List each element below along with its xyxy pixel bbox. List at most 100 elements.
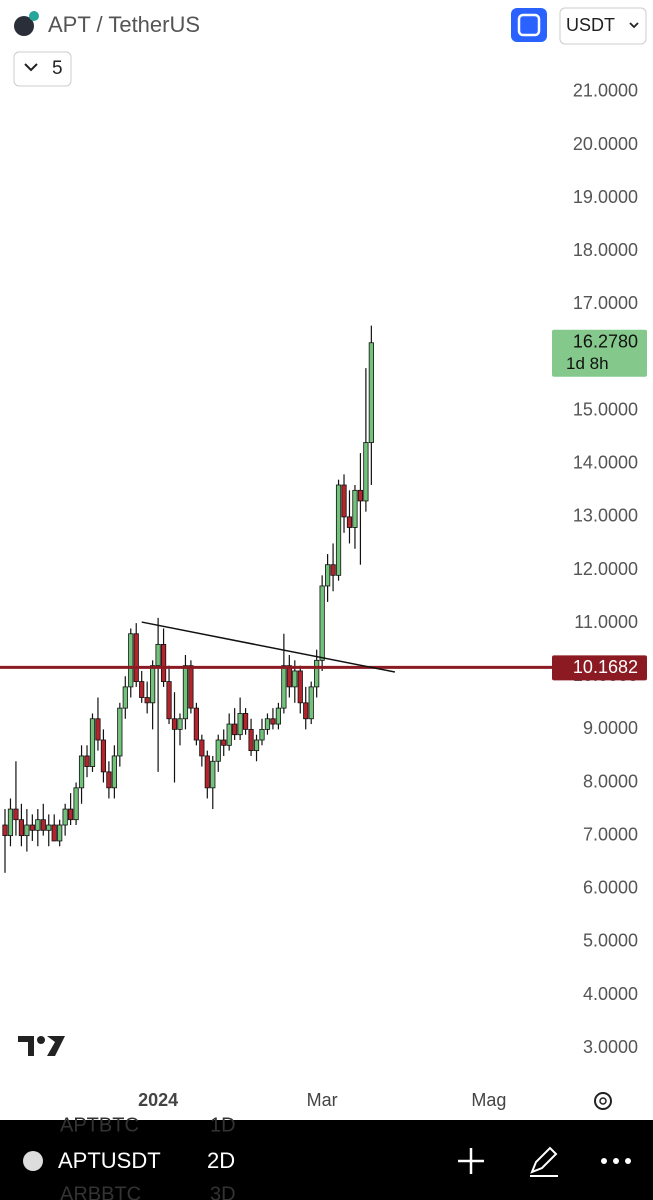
candle-body [357,489,364,502]
bottom-bar [0,1120,653,1200]
candle-body [100,739,107,773]
candle-body [253,739,260,752]
chevron [24,63,38,72]
candle-body [106,771,112,789]
bottom-logo [23,1151,43,1171]
x-tick-label: Mar [307,1090,338,1110]
y-tick-label: 11.0000 [574,612,638,632]
fullscreen-button[interactable] [511,8,547,42]
candle-body [264,718,271,730]
candle-body [275,707,281,725]
candle-body [259,728,265,741]
candle-body [346,516,353,528]
candle-body [368,342,374,443]
x-tick-label: 2024 [138,1090,178,1110]
symbol-logo [14,16,34,36]
candle-body [363,442,369,502]
y-tick-label: 18.0000 [573,240,638,260]
candle-body [292,670,298,688]
candle-body [57,824,63,842]
y-tick-label: 5.0000 [583,931,638,951]
hline-label: 10.1682 [573,657,638,677]
y-tick-label: 13.0000 [573,506,638,526]
candle-body [210,760,216,789]
candle-body [242,713,249,730]
settings-icon-core [599,1097,607,1105]
candle-body [122,686,128,709]
settings-icon[interactable] [594,1092,612,1110]
candle-body [166,681,172,720]
y-tick-label: 15.0000 [573,399,638,419]
candle-body [24,824,30,837]
ghost-interval: 3D [210,1183,236,1200]
candle-body [352,489,358,528]
candle-body [199,739,205,757]
candle-body [171,718,178,730]
bottom-symbol[interactable]: APTUSDT [58,1148,161,1173]
candle-body [325,564,331,587]
candle-body [40,819,46,831]
candle-body [144,697,150,704]
candle-body [51,824,57,842]
candle-body [128,633,134,688]
candle-body [182,665,189,720]
candle-body [7,808,14,837]
candle-body [341,484,347,518]
y-tick-label: 21.0000 [573,81,638,101]
candle-body [193,707,199,741]
y-tick-label: 20.0000 [573,134,638,154]
candle-body [204,755,210,789]
trend-line [141,621,396,673]
y-tick-label: 4.0000 [583,984,638,1004]
candle-body [18,819,25,837]
candle-body [232,723,238,736]
candle-body [221,739,227,746]
fullscreen-icon [517,13,541,37]
candle-body [29,824,35,831]
bottom-interval[interactable]: 2D [207,1148,235,1173]
candle-body [160,643,167,682]
more-button[interactable] [601,1158,631,1164]
candle-body [330,564,336,576]
ghost-symbol: ARBBTC [60,1183,141,1200]
candle-body [46,824,52,831]
y-tick-label: 6.0000 [583,878,638,898]
tv-logo [18,1036,65,1056]
draw-button[interactable] [530,1146,558,1177]
candle-body [303,702,309,720]
candle-body [89,718,96,767]
currency-select[interactable] [559,7,647,45]
candle-body [297,670,303,704]
y-tick-label: 9.0000 [583,718,638,738]
candle-body [62,808,68,826]
candle-body [335,484,342,576]
candle-body [117,707,123,757]
currency: USDT [566,15,615,35]
candle-body [177,718,183,730]
symbol-title: APT / TetherUS [48,12,200,37]
candle-body [139,681,145,698]
add-button[interactable] [458,1148,484,1174]
countdown: 1d 8h [566,354,609,373]
candle-body [215,739,221,762]
y-tick-label: 7.0000 [583,824,638,844]
y-tick-label: 14.0000 [573,453,638,473]
candle-body [111,755,117,789]
y-tick-label: 19.0000 [573,187,638,207]
candle-body [35,819,41,831]
candle-body [73,787,79,821]
candle-body [188,665,194,709]
x-tick-label: Mag [471,1090,506,1110]
y-tick-label: 17.0000 [573,293,638,313]
candle-body [133,633,139,682]
ghost-interval: 1D [210,1114,236,1136]
last-price: 16.2780 [573,332,638,352]
candle-body [78,755,85,789]
candle-body [270,718,276,725]
logo-dot [29,11,39,21]
hline-label-bg [552,655,647,681]
candle-body [314,659,320,688]
candle-body [281,665,287,709]
indicator-toggle[interactable] [13,51,72,87]
